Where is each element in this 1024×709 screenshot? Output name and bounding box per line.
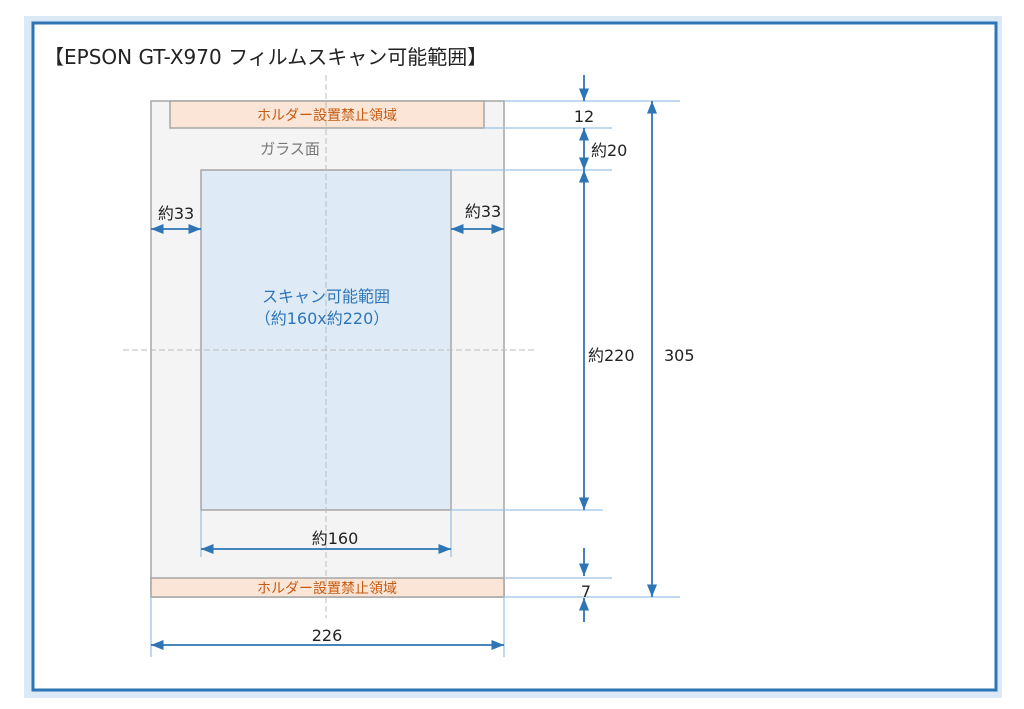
dim-total-height: 305 [664, 346, 695, 365]
holder-zone-top [169, 100, 485, 129]
dim-left-margin: 約33 [158, 204, 194, 223]
dim-scan-width: 約160 [312, 529, 359, 548]
dim-top-holder: 12 [574, 107, 594, 126]
holder-top-label: ホルダー設置禁止領域 [257, 107, 397, 124]
extension-lines [150, 100, 680, 657]
scan-area-size-label: （約160x約220） [255, 309, 390, 328]
dim-bottom-holder: 7 [581, 582, 591, 601]
holder-bottom-label: ホルダー設置禁止領域 [257, 580, 397, 597]
diagram-title: 【EPSON GT-X970 フィルムスキャン可能範囲】 [44, 45, 487, 69]
dim-top-gap: 約20 [591, 141, 627, 160]
scan-area-label: スキャン可能範囲 [262, 287, 390, 306]
holder-zone-bottom [150, 577, 505, 598]
dim-total-width: 226 [312, 626, 343, 645]
dim-right-margin: 約33 [465, 202, 501, 221]
dim-scan-height: 約220 [588, 346, 635, 365]
glass-label: ガラス面 [260, 140, 320, 158]
